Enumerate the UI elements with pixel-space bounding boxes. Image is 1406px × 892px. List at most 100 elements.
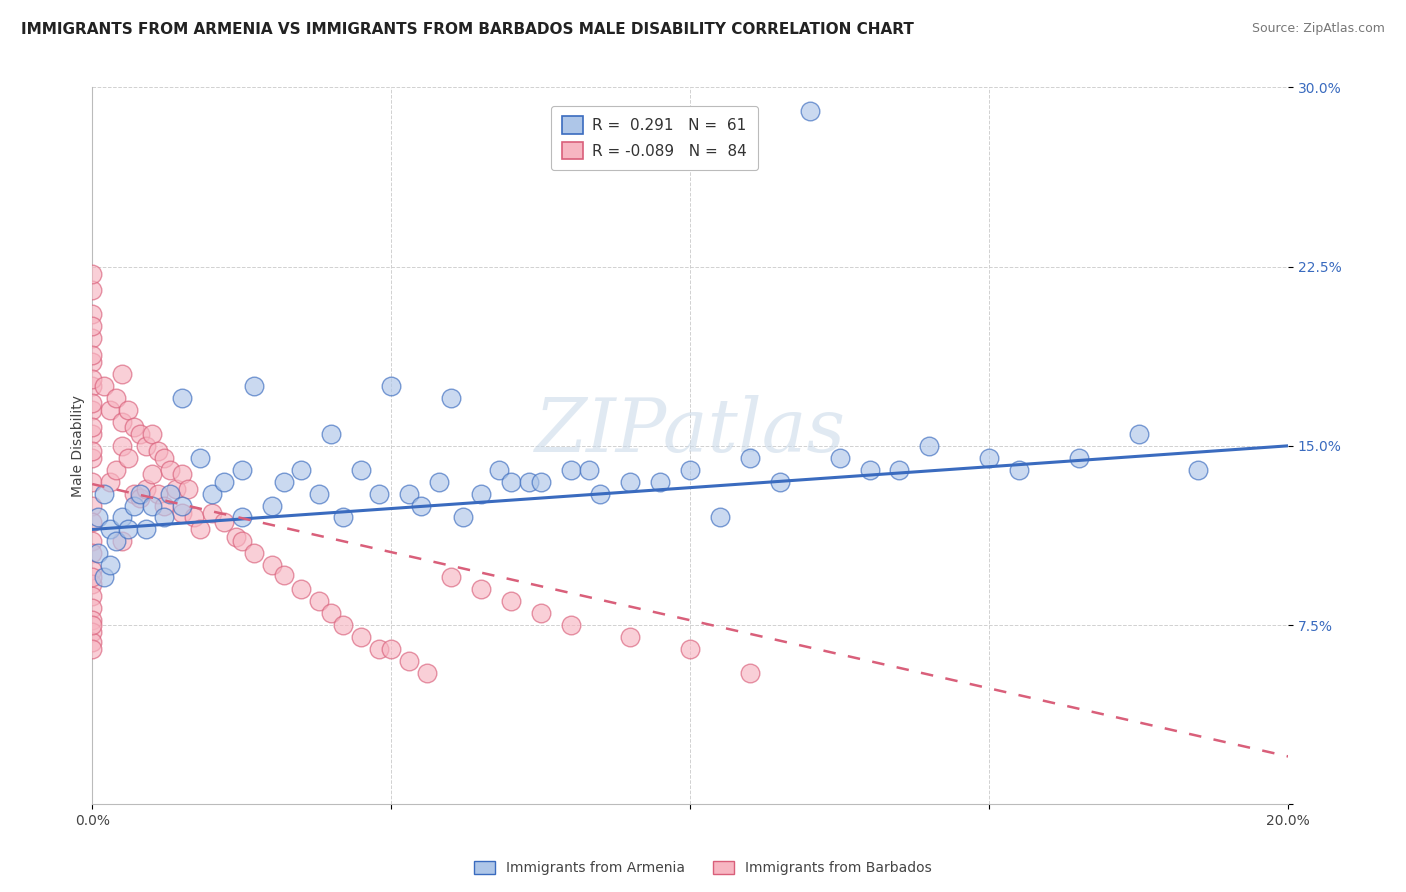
Legend: Immigrants from Armenia, Immigrants from Barbados: Immigrants from Armenia, Immigrants from… [468, 855, 938, 880]
Point [332, 510, 354, 524]
Point [290, 463, 312, 477]
Point [117, 403, 139, 417]
Point [398, 486, 420, 500]
Point [93, 486, 115, 500]
Point [679, 641, 702, 656]
Point [470, 582, 492, 597]
Point [183, 510, 205, 524]
Point [82, 577, 104, 591]
Point [398, 654, 420, 668]
Point [82, 546, 104, 560]
Point [82, 331, 104, 345]
Point [129, 486, 152, 500]
Point [1008, 463, 1031, 477]
Point [201, 486, 224, 500]
Point [530, 606, 553, 620]
Point [260, 558, 283, 573]
Point [82, 516, 104, 530]
Point [530, 475, 553, 489]
Point [82, 267, 104, 281]
Legend: R =  0.291   N =  61, R = -0.089   N =  84: R = 0.291 N = 61, R = -0.089 N = 84 [551, 106, 758, 170]
Point [135, 439, 157, 453]
Point [889, 463, 911, 477]
Point [350, 463, 373, 477]
Point [98, 523, 121, 537]
Point [619, 475, 641, 489]
Point [321, 426, 343, 441]
Point [212, 475, 235, 489]
Point [82, 618, 104, 632]
Point [738, 450, 761, 465]
Point [650, 475, 672, 489]
Point [1067, 450, 1090, 465]
Point [470, 486, 492, 500]
Point [427, 475, 450, 489]
Point [82, 570, 104, 584]
Point [769, 475, 792, 489]
Point [368, 486, 391, 500]
Point [82, 443, 104, 458]
Point [82, 319, 104, 334]
Point [105, 391, 128, 405]
Point [170, 506, 193, 520]
Point [321, 606, 343, 620]
Point [82, 625, 104, 640]
Point [82, 450, 104, 465]
Point [111, 439, 134, 453]
Point [82, 284, 104, 298]
Point [159, 486, 181, 500]
Point [111, 415, 134, 429]
Point [82, 641, 104, 656]
Point [122, 499, 145, 513]
Point [153, 510, 176, 524]
Point [380, 379, 402, 393]
Point [517, 475, 540, 489]
Point [499, 594, 522, 608]
Point [560, 618, 582, 632]
Point [93, 379, 115, 393]
Point [409, 499, 432, 513]
Point [82, 419, 104, 434]
Point [82, 563, 104, 577]
Point [170, 499, 193, 513]
Point [308, 486, 330, 500]
Point [188, 450, 211, 465]
Point [98, 475, 121, 489]
Point [212, 516, 235, 530]
Point [225, 530, 247, 544]
Point [578, 463, 600, 477]
Point [129, 426, 152, 441]
Point [141, 467, 163, 482]
Point [201, 506, 224, 520]
Point [111, 510, 134, 524]
Point [350, 630, 373, 644]
Point [416, 665, 439, 680]
Point [82, 355, 104, 369]
Point [979, 450, 1001, 465]
Point [242, 379, 264, 393]
Point [918, 439, 941, 453]
Point [619, 630, 641, 644]
Point [82, 396, 104, 410]
Point [122, 486, 145, 500]
Point [141, 499, 163, 513]
Point [368, 641, 391, 656]
Point [273, 475, 295, 489]
Point [111, 534, 134, 549]
Point [87, 510, 110, 524]
Point [82, 499, 104, 513]
Point [380, 641, 402, 656]
Point [82, 601, 104, 615]
Point [1187, 463, 1209, 477]
Point [332, 618, 354, 632]
Point [451, 510, 474, 524]
Point [290, 582, 312, 597]
Point [170, 467, 193, 482]
Point [82, 403, 104, 417]
Point [135, 523, 157, 537]
Text: IMMIGRANTS FROM ARMENIA VS IMMIGRANTS FROM BARBADOS MALE DISABILITY CORRELATION : IMMIGRANTS FROM ARMENIA VS IMMIGRANTS FR… [21, 22, 914, 37]
Point [87, 546, 110, 560]
Point [117, 450, 139, 465]
Point [738, 665, 761, 680]
Point [488, 463, 510, 477]
